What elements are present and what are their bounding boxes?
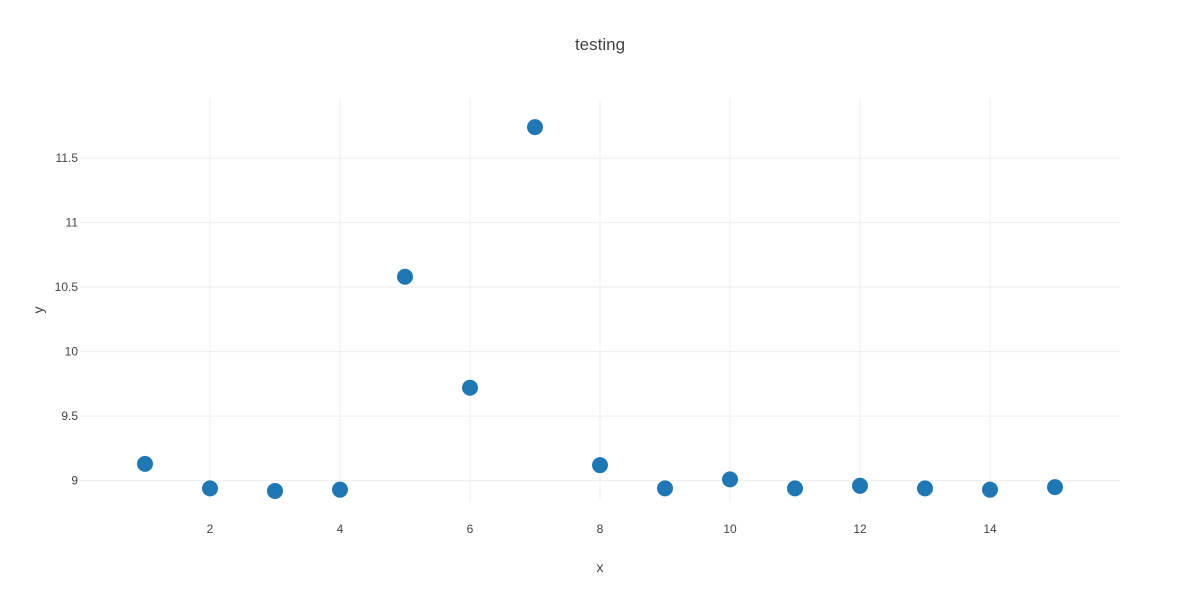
- data-point[interactable]: [267, 482, 283, 499]
- y-tick-label: 11: [66, 216, 79, 230]
- x-tick-label: 12: [853, 522, 867, 536]
- data-point[interactable]: [527, 119, 543, 136]
- y-tick-label: 11.5: [56, 151, 79, 165]
- x-tick-label: 8: [597, 522, 604, 536]
- data-point[interactable]: [397, 268, 413, 285]
- data-point[interactable]: [917, 480, 933, 497]
- data-point[interactable]: [202, 480, 218, 497]
- y-axis-label: y: [30, 307, 46, 314]
- x-tick-label: 6: [467, 522, 474, 536]
- data-point[interactable]: [332, 481, 348, 498]
- y-grid: [80, 157, 1120, 482]
- data-point[interactable]: [1047, 479, 1063, 496]
- y-tick-label: 10.5: [55, 280, 79, 294]
- data-point[interactable]: [137, 455, 153, 472]
- x-tick-label: 14: [983, 522, 997, 536]
- x-tick-label: 10: [723, 522, 737, 536]
- y-tick-labels: 9 9.5 10 10.5 11 11.5: [55, 151, 79, 488]
- data-point[interactable]: [462, 379, 478, 396]
- data-point[interactable]: [722, 471, 738, 488]
- x-grid: [209, 100, 991, 500]
- data-point[interactable]: [982, 481, 998, 498]
- x-tick-label: 2: [207, 522, 214, 536]
- data-point[interactable]: [592, 457, 608, 474]
- y-tick-label: 9.5: [61, 409, 78, 423]
- y-tick-label: 10: [65, 345, 79, 359]
- x-axis-label: x: [597, 559, 604, 575]
- chart-title: testing: [575, 35, 625, 54]
- data-point[interactable]: [852, 477, 868, 494]
- data-points: [137, 119, 1063, 499]
- x-tick-label: 4: [337, 522, 344, 536]
- data-point[interactable]: [657, 480, 673, 497]
- y-tick-label: 9: [71, 474, 78, 488]
- data-point[interactable]: [787, 480, 803, 497]
- x-tick-labels: 2 4 6 8 10 12 14: [207, 522, 997, 536]
